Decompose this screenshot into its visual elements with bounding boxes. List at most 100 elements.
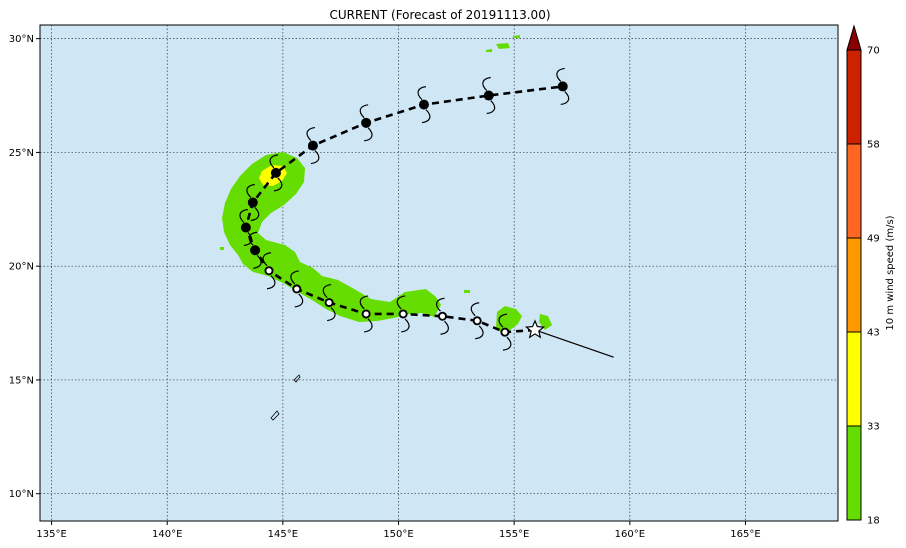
tick-label-lon: 165°E xyxy=(730,529,760,540)
forecast-marker-filled xyxy=(361,117,372,128)
cyclone-symbol-arm-top xyxy=(269,154,279,169)
current-position-star xyxy=(524,319,546,339)
forecast-point xyxy=(322,283,336,322)
cyclone-symbol-arm-top xyxy=(498,313,508,328)
cyclone-symbol-arm-top xyxy=(435,297,445,312)
forecast-point xyxy=(246,183,260,222)
forecast-marker-open xyxy=(474,318,480,324)
map-frame xyxy=(39,24,839,522)
colorbar-tick-label: 33 xyxy=(867,422,880,433)
wind-swath-speck-2 xyxy=(464,290,470,293)
forecast-point xyxy=(498,313,512,351)
forecast-marker-open xyxy=(326,299,332,306)
cyclone-symbol-arm-bottom xyxy=(266,275,276,290)
map-title: CURRENT (Forecast of 20191113.00) xyxy=(329,8,550,22)
cyclone-symbol-arm-top xyxy=(359,295,369,310)
forecast-marker-open xyxy=(439,313,446,319)
current-position xyxy=(524,319,546,339)
cyclone-symbol-arm-bottom xyxy=(310,150,320,165)
forecast-marker-filled xyxy=(307,140,318,151)
forecast-point xyxy=(269,154,283,192)
cyclone-symbol-arm-top xyxy=(306,126,316,142)
wind-swath-north-patch-2 xyxy=(513,35,520,38)
forecast-point xyxy=(306,126,320,165)
cyclone-symbol-arm-bottom xyxy=(243,232,253,247)
colorbar-tick-label: 58 xyxy=(867,140,880,151)
cyclone-symbol-arm-top xyxy=(248,231,258,246)
forecast-track-line xyxy=(244,85,563,334)
tick-label-lat: 30°N xyxy=(9,34,34,45)
tick-label-lat: 15°N xyxy=(9,375,34,386)
forecast-marker-filled xyxy=(250,245,261,256)
forecast-marker-open xyxy=(363,311,369,317)
tick-label-lat: 25°N xyxy=(9,148,34,159)
cyclone-symbol-arm-bottom xyxy=(486,100,496,115)
cyclone-symbol-arm-top xyxy=(359,104,369,119)
tick-label-lon: 150°E xyxy=(383,529,413,540)
colorbar-tick-label: 49 xyxy=(867,234,880,245)
colorbar-segment xyxy=(847,144,861,238)
latitude-axis: 10°N 15°N 20°N 25°N 30°N xyxy=(9,34,40,500)
forecast-point xyxy=(556,67,570,106)
cyclone-symbol-arm-top xyxy=(556,67,565,82)
forecast-marker-filled xyxy=(240,222,251,233)
forecast-point xyxy=(435,297,449,335)
colorbar-tick-label: 70 xyxy=(867,46,880,57)
tick-label-lon: 155°E xyxy=(499,529,529,540)
forecast-marker-open xyxy=(266,268,272,274)
wind-swath-main xyxy=(222,152,441,322)
cyclone-symbol-arm-bottom xyxy=(250,207,260,222)
colorbar-segment xyxy=(847,426,861,520)
cyclone-symbol-arm-top xyxy=(262,252,272,267)
cyclone-symbol-arm-top xyxy=(417,86,427,101)
tick-label-lat: 20°N xyxy=(9,262,34,273)
gridlines xyxy=(40,25,838,521)
cyclone-symbol-arm-top xyxy=(482,76,491,91)
forecast-marker-open xyxy=(294,286,300,292)
forecast-point xyxy=(396,295,410,333)
cyclone-symbol-arm-bottom xyxy=(364,318,373,333)
cyclone-symbol-arm-bottom xyxy=(401,318,410,333)
forecast-point xyxy=(290,270,304,308)
forecast-point xyxy=(482,76,496,115)
island-marianas-north xyxy=(293,374,301,383)
island-guam xyxy=(270,410,280,421)
tick-label-lon: 160°E xyxy=(615,529,645,540)
colorbar-segment xyxy=(847,50,861,144)
wind-swath-north-patch xyxy=(496,43,510,49)
wind-swath-speck-3 xyxy=(220,247,224,250)
cyclone-symbol-arm-bottom xyxy=(273,177,283,192)
ocean-background xyxy=(40,25,838,521)
forecast-point xyxy=(359,104,373,142)
track-symbols xyxy=(239,67,570,351)
forecast-marker-open xyxy=(502,329,508,335)
colorbar-tick-label: 18 xyxy=(867,516,880,527)
cyclone-symbol-arm-top xyxy=(470,302,480,317)
forecast-marker-filled xyxy=(557,81,568,92)
forecast-marker-open xyxy=(400,311,406,317)
colorbar-extension xyxy=(846,24,862,51)
colorbar-label: 10 m wind speed (m/s) xyxy=(885,215,896,330)
forecast-point xyxy=(262,252,276,290)
islands xyxy=(270,374,301,421)
tick-label-lon: 145°E xyxy=(268,529,298,540)
forecast-marker-filled xyxy=(418,99,429,110)
wind-swath-speck xyxy=(486,49,492,52)
cyclone-symbol-arm-bottom xyxy=(327,307,336,322)
forecast-point xyxy=(359,295,373,333)
forecast-marker-filled xyxy=(247,197,258,208)
cyclone-symbol-arm-top xyxy=(396,295,406,310)
cyclone-symbol-arm-bottom xyxy=(560,91,570,106)
forecast-marker-filled xyxy=(270,167,281,178)
tick-label-lon: 140°E xyxy=(152,529,182,540)
forecast-point xyxy=(470,302,484,340)
cyclone-symbol-arm-bottom xyxy=(502,336,512,351)
forecast-marker-filled xyxy=(483,90,494,101)
tick-label-lon: 135°E xyxy=(36,529,66,540)
longitude-axis: 135°E 140°E 145°E 150°E 155°E 160°E 165°E xyxy=(36,521,761,540)
cyclone-symbol-arm-top xyxy=(322,283,332,299)
cyclone-symbol-arm-bottom xyxy=(364,127,373,142)
colorbar-tick-label: 43 xyxy=(867,328,880,339)
forecast-point xyxy=(417,86,431,124)
